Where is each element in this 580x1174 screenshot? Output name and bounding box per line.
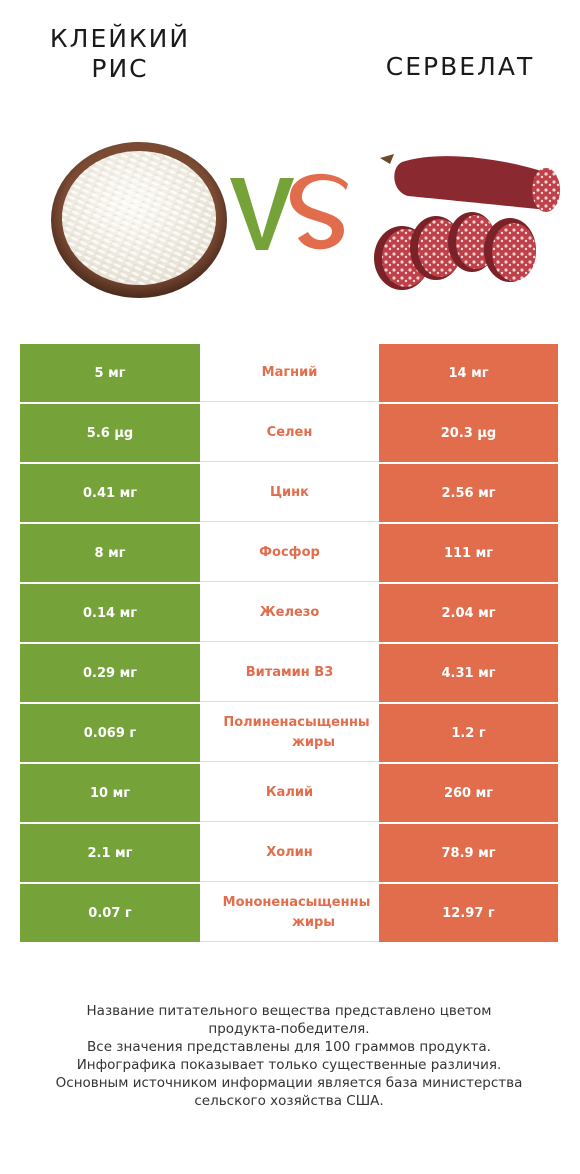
nutrient-name: Полиненасыщенны жиры (200, 704, 379, 762)
table-row: 8 мг Фосфор 111 мг (20, 524, 558, 584)
rice-bowl-image (51, 142, 227, 298)
table-row: 5.6 µg Селен 20.3 µg (20, 404, 558, 464)
left-value: 10 мг (20, 764, 200, 822)
footnote-line: сельского хозяйства США. (194, 1093, 384, 1109)
left-value: 8 мг (20, 524, 200, 582)
right-value: 2.04 мг (379, 584, 558, 642)
table-row: 2.1 мг Холин 78.9 мг (20, 824, 558, 884)
footnote-line: Инфографика показывает только существенн… (76, 1057, 502, 1073)
right-value: 14 мг (379, 344, 558, 402)
table-row: 10 мг Калий 260 мг (20, 764, 558, 824)
left-product-title: КЛЕЙКИЙ РИС (20, 24, 220, 84)
comparison-table: 5 мг Магний 14 мг 5.6 µg Селен 20.3 µg 0… (20, 344, 558, 944)
left-value: 0.07 г (20, 884, 200, 942)
nutrient-name-line-2: жиры (291, 915, 336, 930)
table-row: 5 мг Магний 14 мг (20, 344, 558, 404)
nutrient-name: Селен (200, 404, 379, 462)
left-value: 2.1 мг (20, 824, 200, 882)
footnote-line: Все значения представлены для 100 граммо… (87, 1039, 491, 1055)
left-value: 5 мг (20, 344, 200, 402)
nutrient-name: Холин (200, 824, 379, 882)
right-value: 20.3 µg (379, 404, 558, 462)
right-product-title: СЕРВЕЛАТ (385, 52, 535, 81)
table-row: 0.29 мг Витамин B3 4.31 мг (20, 644, 558, 704)
left-title-line-1: КЛЕЙКИЙ (49, 24, 191, 53)
right-value: 4.31 мг (379, 644, 558, 702)
cervelat-sausage-image (374, 154, 560, 290)
table-row: 0.41 мг Цинк 2.56 мг (20, 464, 558, 524)
left-value: 0.14 мг (20, 584, 200, 642)
table-row: 0.069 г Полиненасыщенны жиры 1.2 г (20, 704, 558, 764)
footnote: Название питательного вещества представл… (20, 1002, 558, 1110)
left-value: 0.29 мг (20, 644, 200, 702)
nutrient-name-line-2: жиры (291, 735, 336, 750)
right-value: 260 мг (379, 764, 558, 822)
footnote-line: продукта-победителя. (208, 1021, 370, 1037)
table-row: 0.07 г Мононенасыщенны жиры 12.97 г (20, 884, 558, 944)
right-value: 111 мг (379, 524, 558, 582)
footnote-line: Название питательного вещества представл… (86, 1003, 492, 1019)
nutrient-name: Цинк (200, 464, 379, 522)
left-value: 5.6 µg (20, 404, 200, 462)
left-value: 0.069 г (20, 704, 200, 762)
right-value: 78.9 мг (379, 824, 558, 882)
nutrient-name-line-1: Полиненасыщенны (223, 715, 370, 730)
left-title-line-2: РИС (91, 54, 149, 83)
right-value: 2.56 мг (379, 464, 558, 522)
footnote-line: Основным источником информации является … (55, 1075, 523, 1091)
nutrient-name: Мононенасыщенны жиры (200, 884, 379, 942)
table-row: 0.14 мг Железо 2.04 мг (20, 584, 558, 644)
right-value: 1.2 г (379, 704, 558, 762)
nutrient-name-line-1: Мононенасыщенны (222, 895, 371, 910)
left-value: 0.41 мг (20, 464, 200, 522)
nutrient-name: Фосфор (200, 524, 379, 582)
nutrient-name: Калий (200, 764, 379, 822)
nutrient-name: Железо (200, 584, 379, 642)
nutrient-name: Витамин B3 (200, 644, 379, 702)
right-value: 12.97 г (379, 884, 558, 942)
versus-mark (230, 173, 348, 250)
nutrient-name: Магний (200, 344, 379, 402)
